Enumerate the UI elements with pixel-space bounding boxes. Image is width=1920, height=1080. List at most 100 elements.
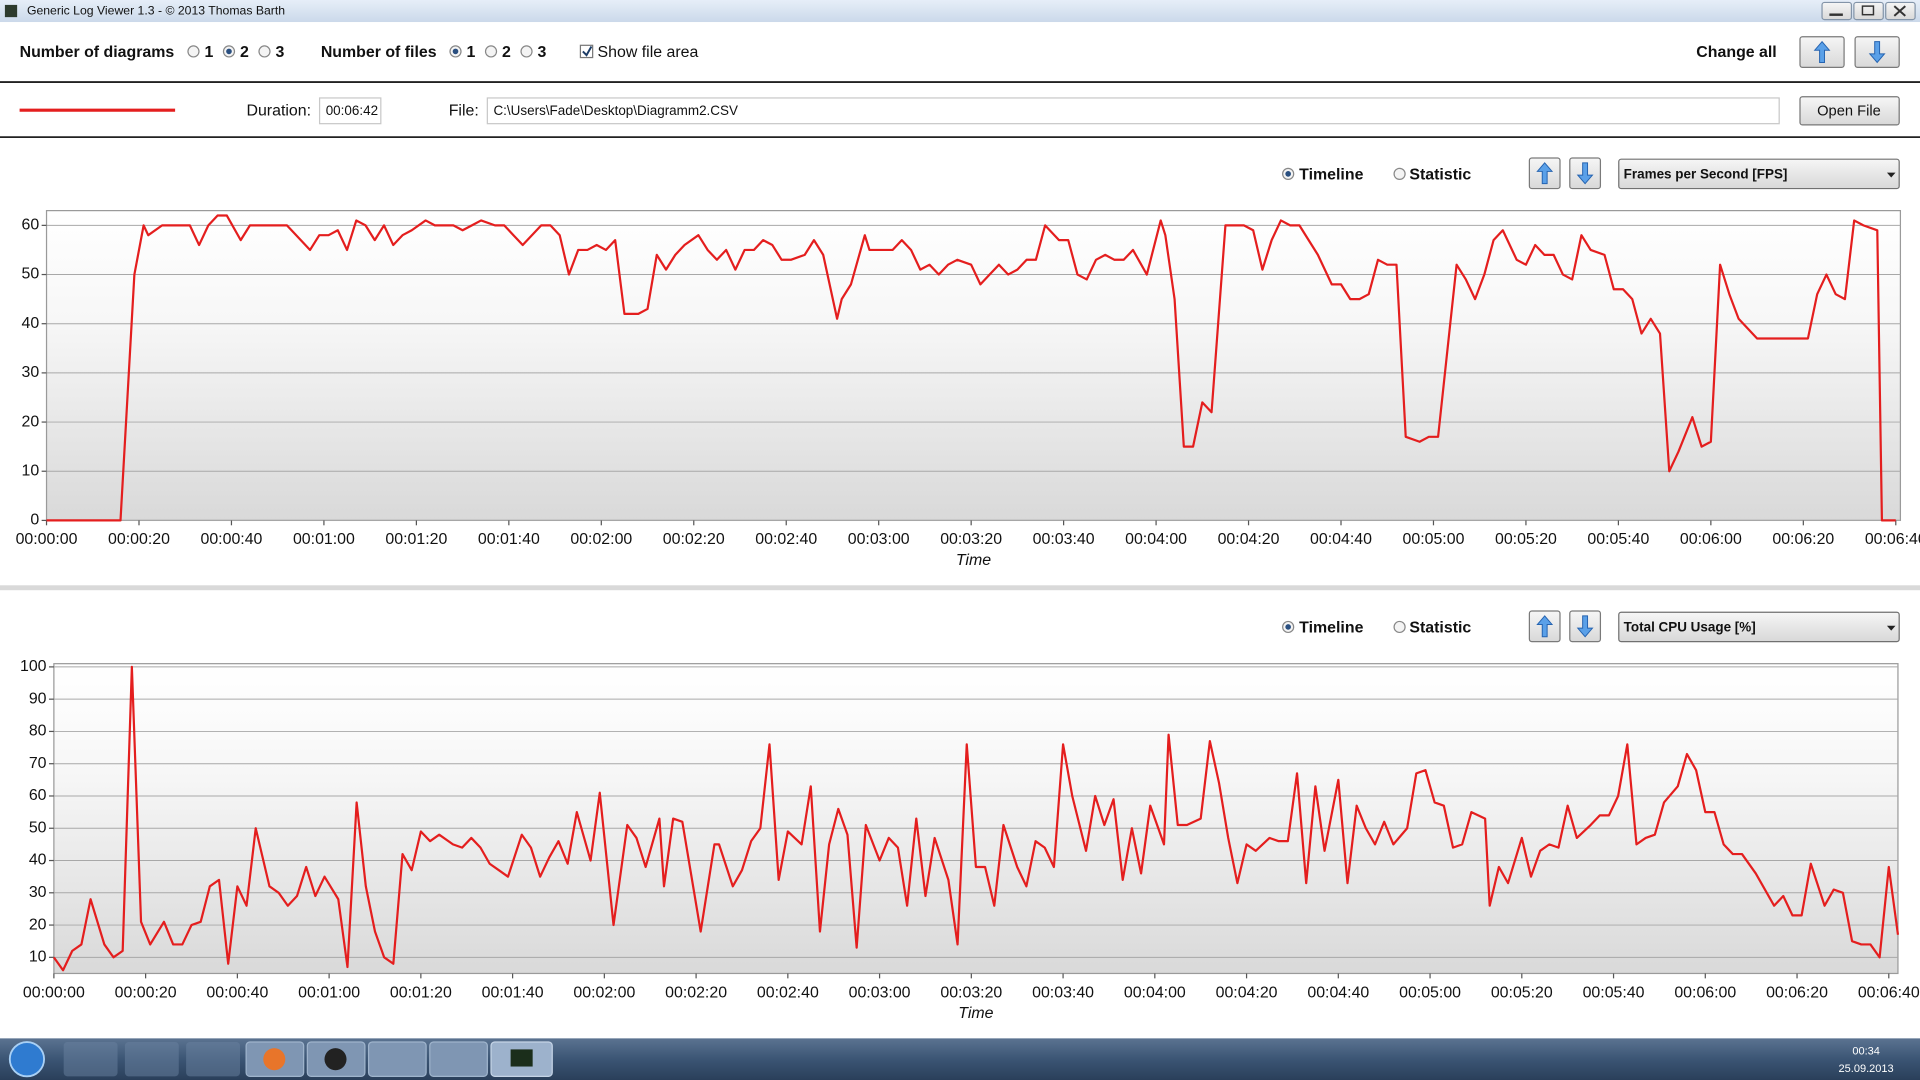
radio-button[interactable] [1393,620,1406,634]
radio-button[interactable] [520,45,533,58]
radio-dot [1285,624,1291,630]
x-tick-label: 00:04:40 [1310,531,1372,548]
radio-label: 3 [276,44,285,61]
x-tick-label: 00:00:40 [206,984,268,1001]
y-tick-label: 0 [30,512,39,529]
open-file-button[interactable] [1799,96,1900,126]
y-tick-label: 100 [20,658,47,675]
checkbox-label: Show file area [598,44,699,61]
radio-button[interactable] [1393,167,1406,180]
metric-dropdown[interactable] [1618,158,1900,190]
y-tick-label: 80 [29,723,47,740]
duration-value: 00:06:42 [326,103,378,118]
radio-button[interactable] [484,45,498,58]
window-title: Generic Log Viewer 1.3 - © 2013 Thomas B… [27,3,285,17]
data-line [52,665,1900,972]
y-tick-label: 10 [29,949,47,966]
x-tick-label: 00:03:00 [848,531,910,548]
dropdown-arrow [1886,625,1896,631]
x-tick-label: 00:00:20 [115,984,177,1001]
minimize-button[interactable] [1821,1,1853,21]
radio-button[interactable] [258,45,271,58]
app-icon[interactable] [429,1041,488,1077]
title-bar [0,0,1920,23]
y-tick-label: 60 [29,787,47,804]
arrow-icon [1536,162,1554,185]
x-tick-label: 00:00:00 [16,531,78,548]
radio-label: 3 [538,44,547,61]
x-tick-label: 00:06:20 [1766,984,1828,1001]
arrow-icon [1536,615,1554,638]
diagram-splitter[interactable] [0,585,1920,591]
x-tick-label: 00:00:20 [108,531,170,548]
file-path-box[interactable] [486,97,1780,125]
radio-label: 1 [204,44,213,61]
data-line [46,214,1896,522]
file-label: File: [449,103,479,120]
x-tick-label: 00:02:20 [663,531,725,548]
y-tick-label: 10 [21,462,39,479]
x-tick-label: 00:01:00 [298,984,360,1001]
x-tick-label: 00:06:00 [1674,984,1736,1001]
x-tick-label: 00:05:20 [1495,531,1557,548]
start-button[interactable] [8,1041,45,1078]
x-tick-label: 00:01:40 [482,984,544,1001]
x-tick-label: 00:03:00 [849,984,911,1001]
x-tick-label: 00:03:20 [940,984,1002,1001]
y-tick-label: 20 [29,916,47,933]
clock-date: 25.09.2013 [1839,1063,1894,1075]
arrow-icon [1576,615,1594,638]
app-icon[interactable] [367,1041,427,1077]
x-tick-label: 00:04:00 [1124,984,1186,1001]
x-axis-title: Time [958,1005,993,1022]
explorer-icon[interactable] [63,1042,118,1077]
x-tick-label: 00:00:40 [200,531,262,548]
radio-label: 2 [502,44,511,61]
window-controls [1821,1,1916,21]
x-tick-label: 00:00:00 [23,984,85,1001]
radio-label: 1 [467,44,476,61]
x-tick-label: 00:06:00 [1680,531,1742,548]
taskbar-apps [63,1041,553,1077]
restore-button[interactable] [1853,1,1884,21]
y-tick-label: 90 [29,690,47,707]
files-label: Number of files [321,44,437,61]
duration-box [318,97,382,125]
radio-dot [226,48,232,55]
radio-label: Statistic [1409,619,1471,636]
x-tick-label: 00:05:00 [1403,531,1465,548]
arrow-icon [1868,41,1886,64]
change-all-label: Change all [1696,44,1776,61]
app-icon [4,4,18,18]
x-axis-title: Time [956,552,991,569]
radio-button[interactable] [187,45,200,58]
media-icon[interactable] [186,1042,240,1077]
arrow-icon [1576,162,1594,185]
y-tick-label: 70 [29,755,47,772]
x-tick-label: 00:01:20 [390,984,452,1001]
radio-dot [1285,171,1291,177]
y-tick-label: 20 [21,413,39,430]
y-tick-label: 50 [29,819,47,836]
y-tick-label: 30 [29,884,47,901]
metric-dropdown-label: Total CPU Usage [%] [1624,620,1756,635]
x-tick-label: 00:01:20 [385,531,447,548]
diagrams-label: Number of diagrams [20,44,175,61]
duration-label: Duration: [246,103,311,120]
ie-icon[interactable] [124,1042,179,1077]
radio-dot [452,48,459,55]
metric-dropdown[interactable] [1618,611,1900,643]
y-tick-label: 60 [21,217,39,234]
radio-label: Timeline [1299,166,1363,183]
y-tick-label: 40 [29,852,47,869]
clock-time: 00:34 [1852,1046,1880,1058]
y-tick-label: 30 [21,364,39,381]
checkbox-check [582,46,593,57]
x-tick-label: 00:02:40 [755,531,817,548]
x-tick-label: 00:01:00 [293,531,355,548]
plot-area [53,663,1899,975]
dropdown-arrow [1886,172,1896,178]
arrow-icon [1813,40,1831,63]
